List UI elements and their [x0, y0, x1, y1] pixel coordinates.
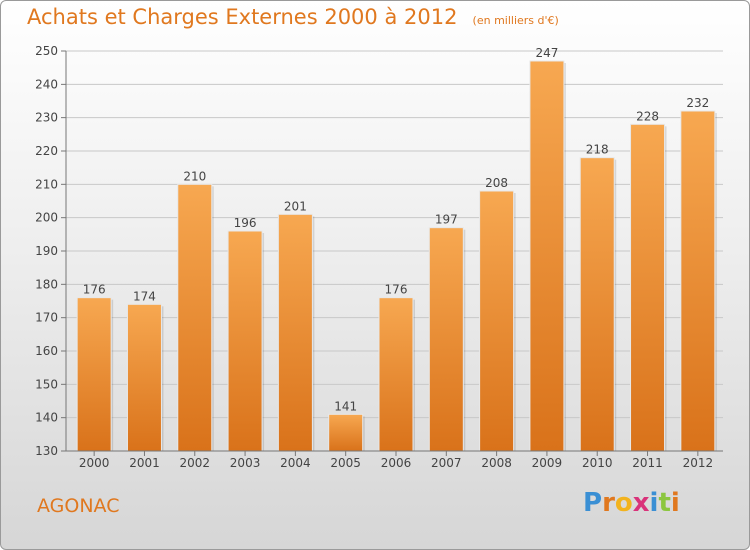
- brand-letter: x: [632, 488, 650, 518]
- x-tick-label: 2002: [179, 456, 210, 470]
- data-label: 201: [284, 199, 307, 213]
- brand-letter: i: [649, 488, 659, 518]
- axes: 130 140 150 160 170 180 190 200 210 220 230 240 250 2…: [35, 44, 723, 470]
- bar: [529, 60, 565, 452]
- x-tick-label: 2005: [330, 456, 361, 470]
- proxiti-logo[interactable]: Proxiti: [583, 488, 680, 518]
- x-tick-label: 2009: [532, 456, 563, 470]
- x-tick-label: 2003: [230, 456, 261, 470]
- y-tick-label: 160: [35, 344, 58, 358]
- brand-letter: P: [583, 488, 603, 518]
- data-label: 196: [234, 216, 257, 230]
- x-tick-label: 2006: [381, 456, 412, 470]
- bar: [579, 157, 615, 452]
- data-label: 176: [83, 283, 106, 297]
- y-tick-label: 210: [35, 177, 58, 191]
- brand-letter: r: [602, 488, 615, 518]
- y-tick-label: 180: [35, 277, 58, 291]
- data-label: 208: [485, 176, 508, 190]
- bar: [227, 230, 263, 452]
- brand-letter: i: [670, 488, 680, 518]
- brand-letter: o: [614, 488, 633, 518]
- x-tick-label: 2004: [280, 456, 311, 470]
- bars: [76, 60, 717, 452]
- y-tick-label: 200: [35, 211, 58, 225]
- y-tick-label: 220: [35, 144, 58, 158]
- data-label: 210: [183, 169, 206, 183]
- x-tick-label: 2008: [481, 456, 512, 470]
- data-label: 247: [535, 46, 558, 60]
- bar: [328, 413, 364, 452]
- x-tick-label: 2001: [129, 456, 160, 470]
- y-tick-label: 190: [35, 244, 58, 258]
- place-name: AGONAC: [37, 495, 120, 517]
- y-tick-label: 170: [35, 311, 58, 325]
- data-label: 228: [636, 109, 659, 123]
- bar: [126, 303, 162, 452]
- y-tick-label: 130: [35, 444, 58, 458]
- bar: [680, 110, 716, 452]
- bar: [630, 123, 666, 452]
- data-label: 141: [334, 399, 357, 413]
- data-label: 232: [686, 96, 709, 110]
- x-tick-label: 2000: [79, 456, 110, 470]
- x-tick-label: 2011: [632, 456, 663, 470]
- y-tick-label: 150: [35, 377, 58, 391]
- data-label: 174: [133, 289, 156, 303]
- y-tick-label: 230: [35, 111, 58, 125]
- bar: [378, 297, 414, 452]
- data-labels: 176 174 210 196 201 141 176 197 208 247 218 228 232: [83, 46, 710, 413]
- chart-subtitle: (en milliers d'€): [472, 14, 559, 27]
- y-tick-label: 240: [35, 77, 58, 91]
- chart-title: Achats et Charges Externes 2000 à 2012: [27, 5, 458, 29]
- data-label: 176: [385, 283, 408, 297]
- y-tick-label: 140: [35, 411, 58, 425]
- bar: [76, 297, 112, 452]
- x-tick-label: 2010: [582, 456, 613, 470]
- data-label: 197: [435, 213, 458, 227]
- x-tick-label: 2007: [431, 456, 462, 470]
- data-label: 218: [586, 143, 609, 157]
- y-tick-label: 250: [35, 44, 58, 58]
- bar: [177, 183, 213, 452]
- brand-letter: t: [658, 488, 671, 518]
- bar: [277, 213, 313, 452]
- x-tick-label: 2012: [683, 456, 714, 470]
- bar: [428, 227, 464, 452]
- bar: [479, 190, 515, 452]
- chart-header: Achats et Charges Externes 2000 à 2012 (…: [27, 5, 559, 29]
